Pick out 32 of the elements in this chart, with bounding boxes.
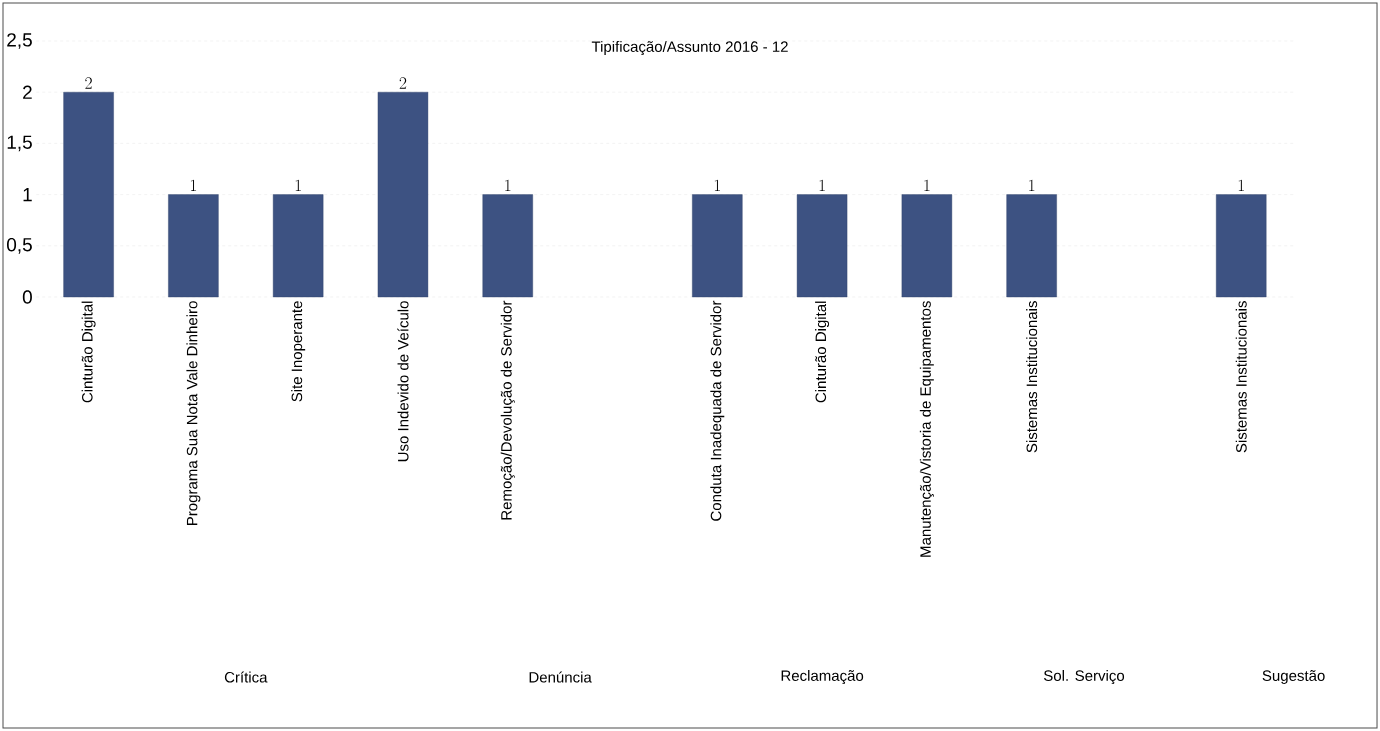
chart-title: Tipificação/Assunto 2016 - 12 [591, 40, 788, 56]
x-tick-label: Manutenção/Vistoria de Equipamentos [919, 301, 934, 557]
text: Sugestão [1262, 670, 1325, 684]
x-tick-label: Site Inoperante [291, 301, 306, 402]
y-tick-label: 1,5 [7, 135, 32, 152]
x-tick-label: Cinturão Digital [81, 301, 96, 403]
x-tick-label: Cinturão Digital [815, 301, 830, 403]
data-label: 1 [505, 179, 511, 192]
x-tick-label: Conduta Inadequada de Servidor [710, 300, 725, 521]
data-label: 2 [85, 77, 92, 89]
y-tick-label: 0 [22, 290, 32, 304]
y-tick-label: 2 [23, 85, 32, 99]
x-tick-label: Uso Indevido de Veículo [397, 301, 409, 462]
x-tick-label: Remoção/Devolução de Servidor [500, 300, 515, 520]
text: Denúncia [529, 671, 592, 683]
text: Reclamação [781, 669, 864, 685]
text: Sol. Serviço [1043, 669, 1125, 685]
data-label: 1 [714, 179, 720, 192]
data-label: 1 [190, 179, 197, 192]
y-tick-label: 2,5 [7, 33, 32, 49]
x-tick-label: Programa Sua Nota Vale Dinheiro [186, 301, 201, 525]
text: Crítica [224, 671, 268, 683]
data-label: 1 [819, 179, 825, 192]
data-label: 1 [1238, 179, 1244, 192]
y-tick-label: 0,5 [7, 237, 32, 254]
y-tick-label: 1 [23, 188, 32, 202]
data-label: 1 [1029, 179, 1035, 192]
x-tick-label: Sistemas Institucionais [1235, 301, 1247, 453]
data-label: 1 [924, 179, 930, 192]
data-label: 2 [399, 77, 407, 89]
data-label: 1 [295, 179, 301, 192]
x-tick-label: Sistemas Institucionais [1026, 301, 1038, 453]
